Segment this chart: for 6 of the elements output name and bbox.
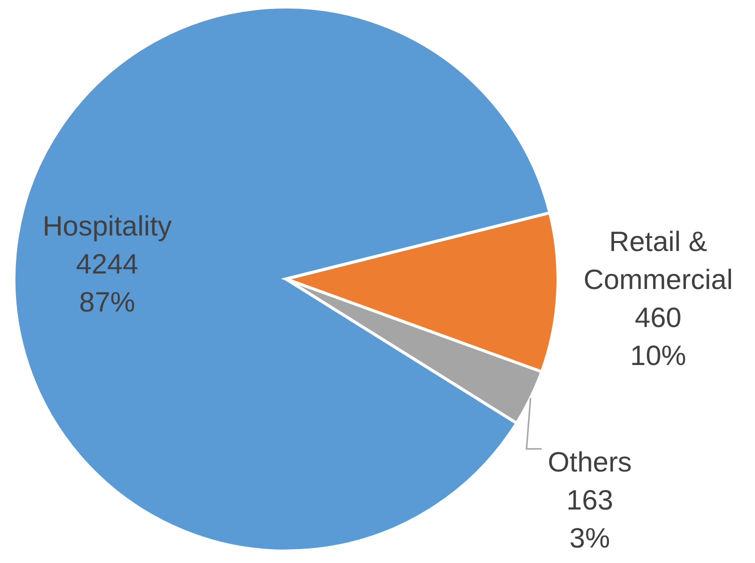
slice-label: Others [548, 446, 632, 478]
data-label: 4244 87% [76, 248, 138, 318]
slice-label: Retail & Commercial [583, 226, 733, 295]
slice-label: Hospitality [42, 210, 172, 242]
data-label: 460 10% [630, 302, 686, 371]
data-label: 163 3% [566, 484, 614, 554]
